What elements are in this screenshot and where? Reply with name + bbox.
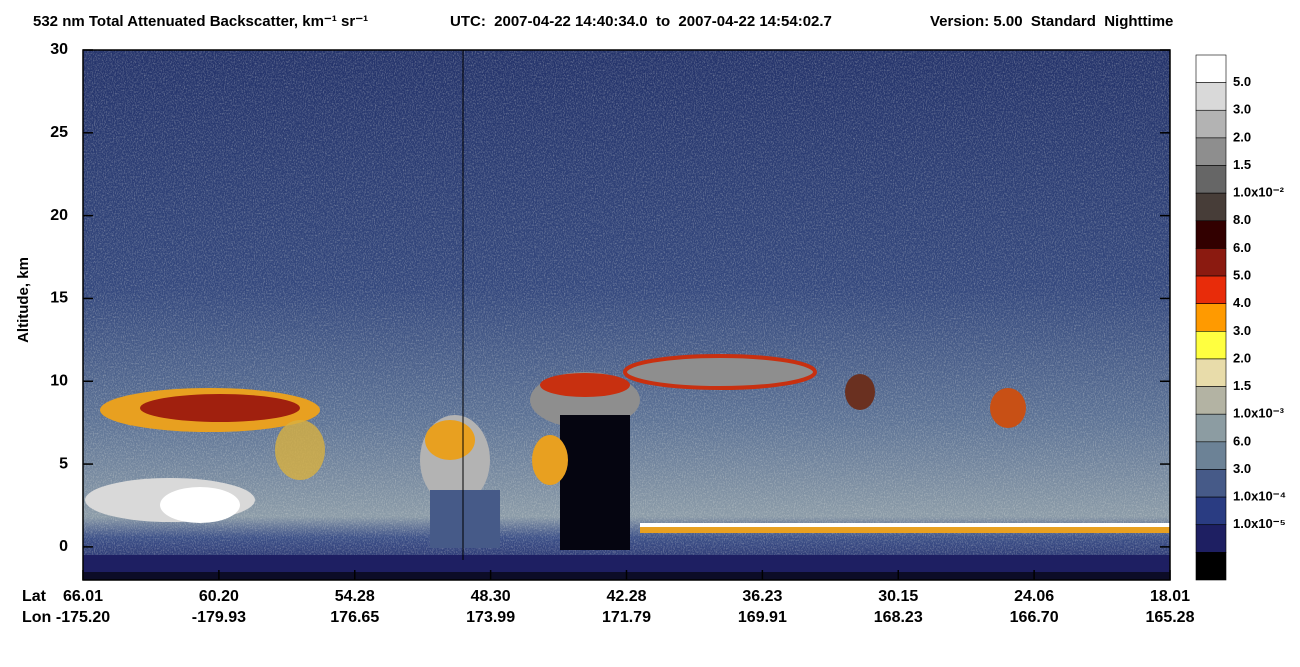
colorbar-swatch (1195, 137, 1227, 166)
colorbar-swatch (1195, 165, 1227, 194)
colorbar-label: 2.0 (1233, 350, 1251, 365)
colorbar-label: 3.0 (1233, 323, 1251, 338)
colorbar-swatch (1195, 192, 1227, 222)
x-tick-label: 166.70 (1010, 609, 1059, 626)
x-tick-label: 48.30 (471, 588, 511, 605)
x-tick-label: 173.99 (466, 609, 515, 626)
colorbar-swatch (1195, 54, 1227, 83)
colorbar-swatch (1195, 552, 1227, 581)
colorbar-swatch (1195, 82, 1227, 111)
x-tick-label: 18.01 (1150, 588, 1190, 605)
colorbar-label: 2.0 (1233, 129, 1251, 144)
colorbar-label: 5.0 (1233, 267, 1251, 282)
chart-subtitle: UTC: 2007-04-22 14:40:34.0 to 2007-04-22… (450, 13, 832, 30)
x-tick-label: -179.93 (192, 609, 246, 626)
colorbar-label: 1.5 (1233, 378, 1251, 393)
y-tick-label: 25 (50, 124, 68, 141)
x-tick-label: 24.06 (1014, 588, 1054, 605)
x-tick-label: 66.01 (63, 588, 103, 605)
annotation: Version: 5.00 Standard Nighttime (930, 13, 1173, 30)
colorbar-swatch (1195, 441, 1227, 470)
y-tick-label: 15 (50, 290, 68, 307)
colorbar-swatch (1195, 413, 1227, 443)
colorbar-label: 5.0 (1233, 74, 1251, 89)
y-tick-label: 20 (50, 207, 68, 224)
x-row-name: Lat (22, 588, 47, 605)
colorbar-label: 1.0x10⁻² (1233, 185, 1285, 200)
x-tick-label: 176.65 (330, 609, 379, 626)
colorbar-label: 3.0 (1233, 461, 1251, 476)
colorbar-swatch (1195, 331, 1227, 360)
colorbar-label: 1.0x10⁻⁵ (1233, 516, 1286, 531)
colorbar-swatch (1195, 303, 1227, 332)
colorbar-label: 3.0 (1233, 102, 1251, 117)
colorbar-swatch (1195, 524, 1227, 553)
backscatter-field (83, 50, 1170, 580)
x-tick-label: 36.23 (742, 588, 782, 605)
y-axis-label: Altitude, km (15, 257, 32, 343)
colorbar-label: 1.0x10⁻³ (1233, 406, 1285, 421)
y-tick-label: 30 (50, 41, 68, 58)
x-tick-label: 54.28 (335, 588, 375, 605)
x-tick-label: 165.28 (1146, 609, 1195, 626)
colorbar-swatch (1195, 469, 1227, 498)
x-tick-label: -175.20 (56, 609, 110, 626)
colorbar-swatch (1195, 496, 1227, 526)
chart-title: 532 nm Total Attenuated Backscatter, km⁻… (33, 13, 368, 30)
x-row-name: Lon (22, 609, 51, 626)
colorbar-swatch (1195, 386, 1227, 415)
colorbar-label: 1.0x10⁻⁴ (1233, 489, 1286, 504)
colorbar-swatch (1195, 220, 1227, 249)
colorbar-label: 6.0 (1233, 433, 1251, 448)
colorbar-swatch (1195, 358, 1227, 387)
x-tick-label: 30.15 (878, 588, 918, 605)
y-tick-label: 10 (50, 372, 68, 389)
x-tick-label: 60.20 (199, 588, 239, 605)
x-tick-label: 168.23 (874, 609, 923, 626)
colorbar-swatch (1195, 248, 1227, 277)
colorbar-label: 8.0 (1233, 212, 1251, 227)
y-tick-label: 5 (59, 455, 68, 472)
x-tick-label: 171.79 (602, 609, 651, 626)
colorbar-label: 4.0 (1233, 295, 1251, 310)
x-tick-label: 42.28 (606, 588, 646, 605)
y-tick-label: 0 (59, 538, 68, 555)
colorbar-swatch (1195, 109, 1227, 139)
colorbar-label: 1.5 (1233, 157, 1251, 172)
x-tick-label: 169.91 (738, 609, 787, 626)
colorbar-label: 6.0 (1233, 240, 1251, 255)
colorbar-swatch (1195, 275, 1227, 304)
